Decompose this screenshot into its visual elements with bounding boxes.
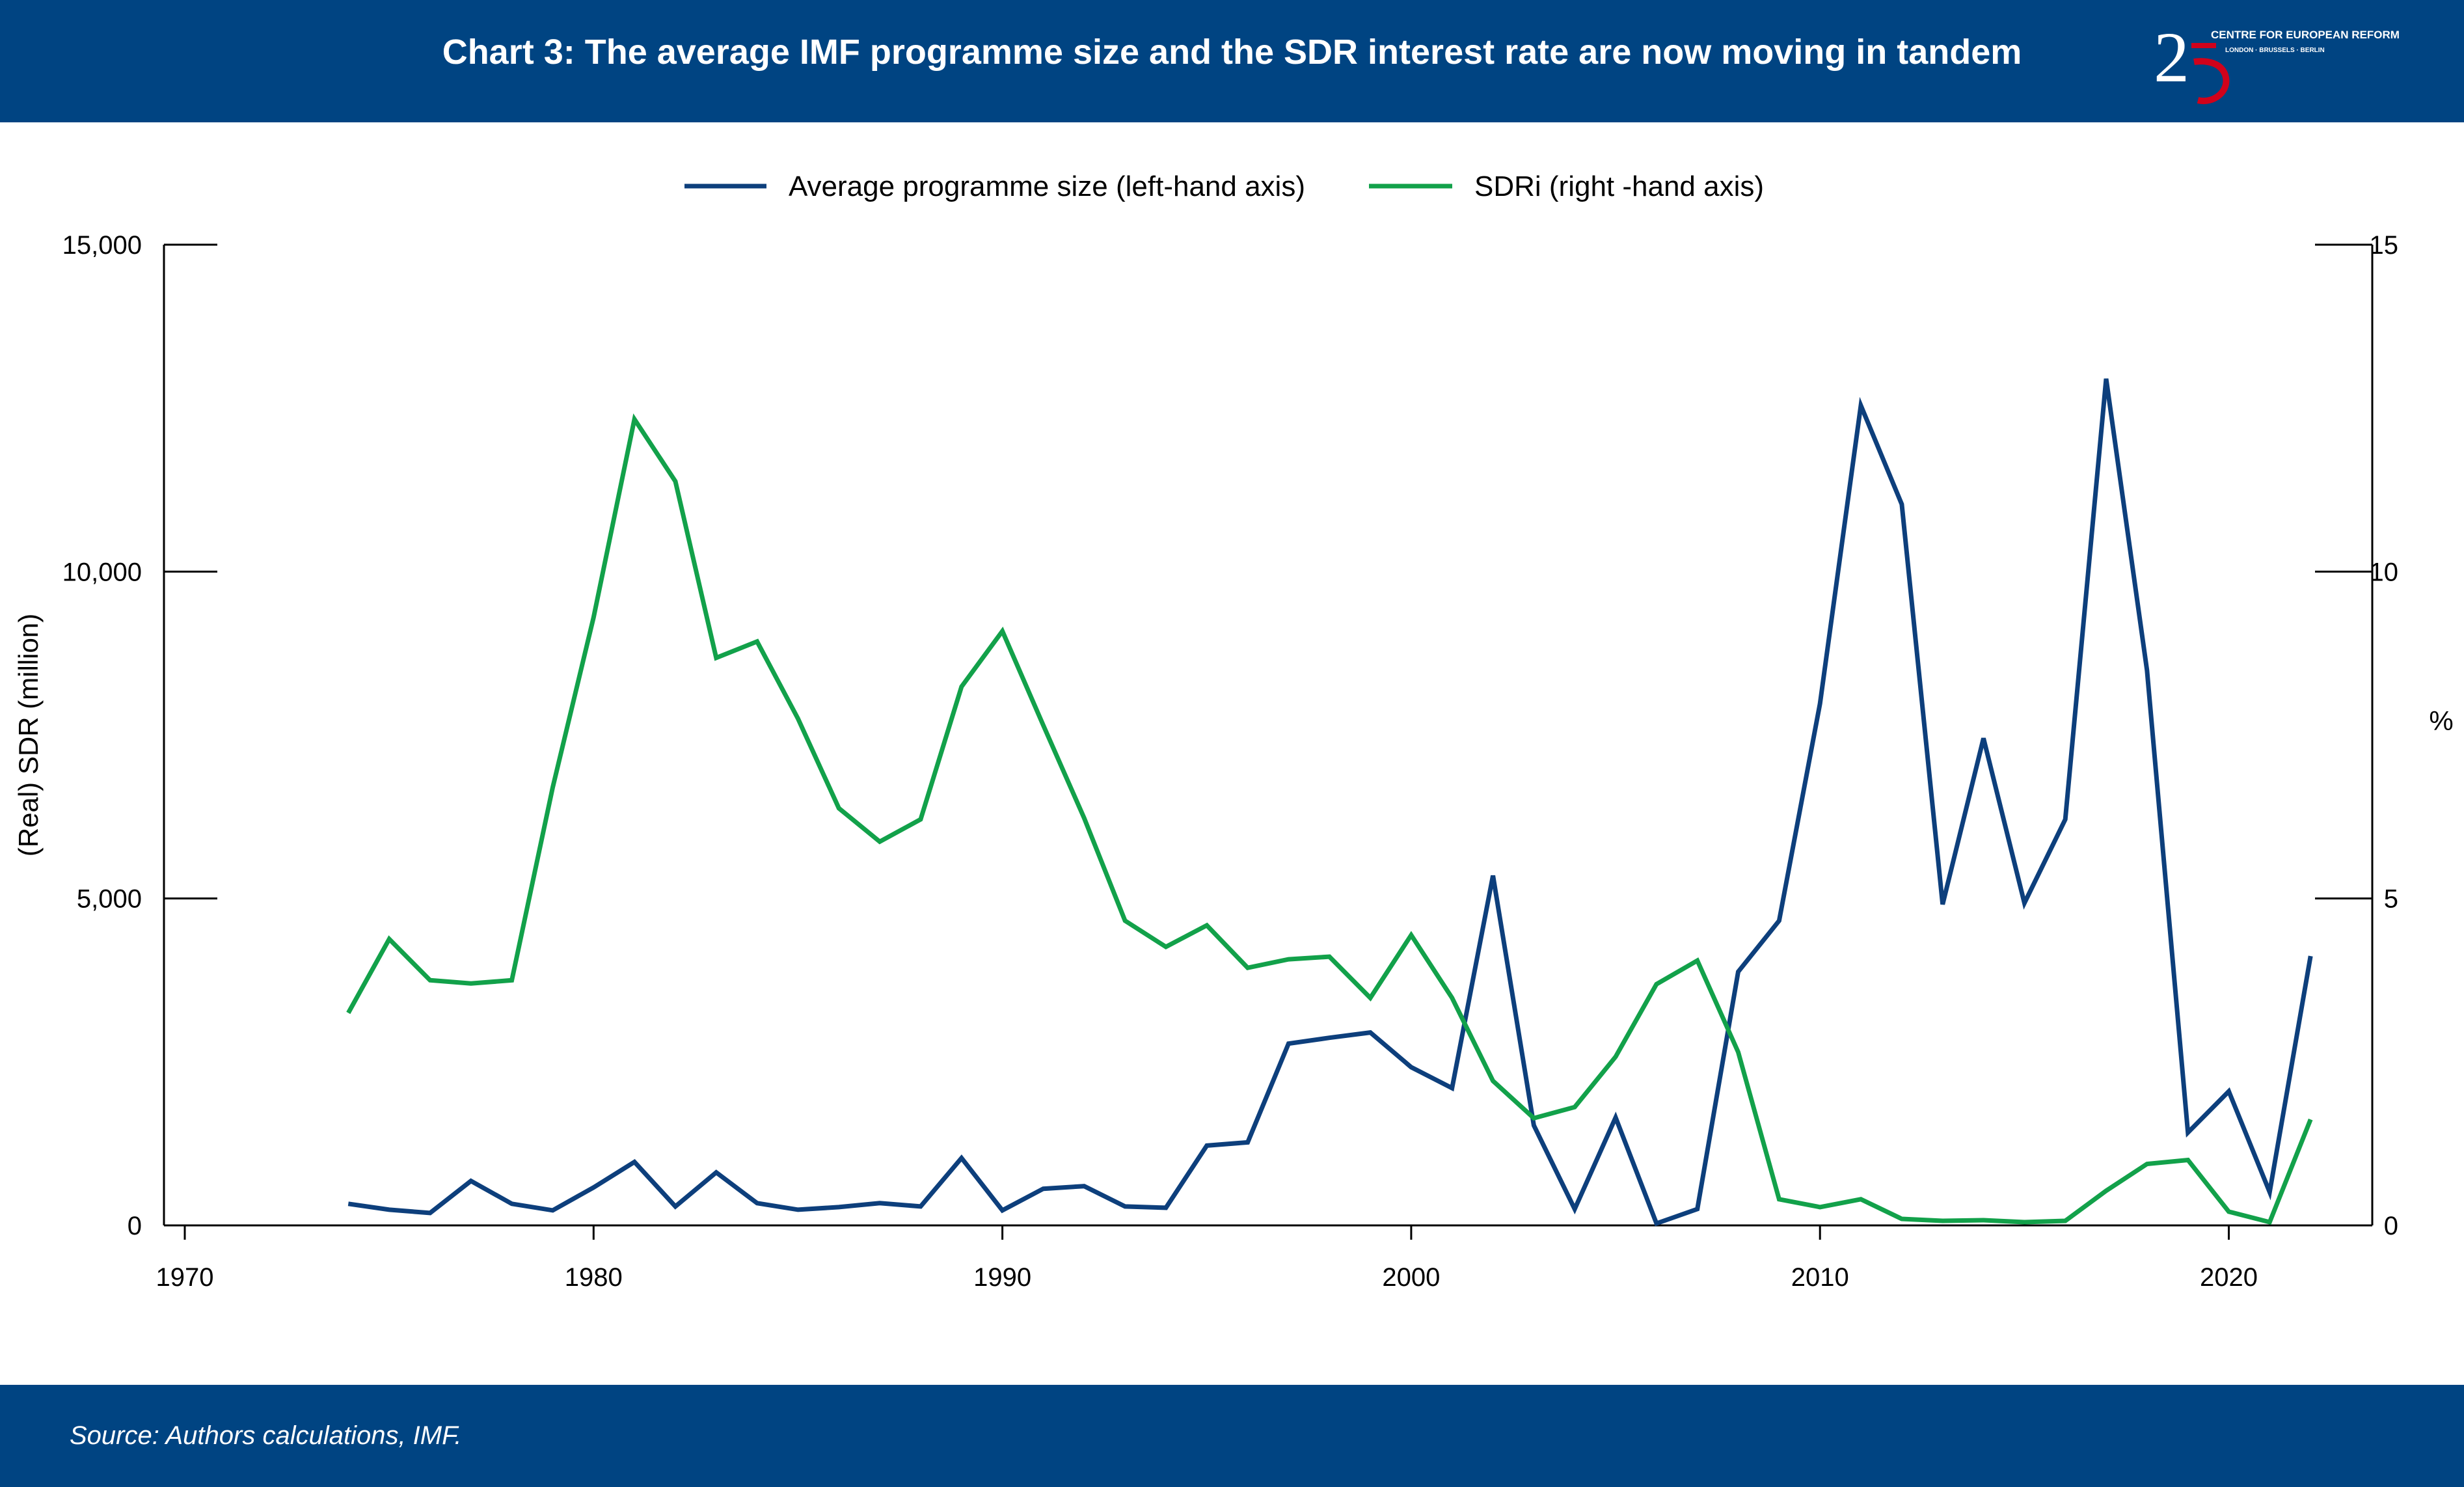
header-bar [0, 0, 2464, 122]
left-y-tick-label: 15,000 [62, 231, 142, 260]
left-y-tick-label: 0 [128, 1212, 142, 1240]
left-y-tick-label: 10,000 [62, 558, 142, 586]
left-y-axis-label: (Real) SDR (million) [13, 614, 44, 856]
chart-series [346, 378, 2313, 1227]
chart-axes: 0 5,000 10,000 15,000 (Real) SDR (million) 0 5… [13, 231, 2454, 1292]
logo-digit-2: 2 [2154, 20, 2189, 97]
logo-swoosh [2193, 58, 2230, 105]
logo-name: CENTRE FOR EUROPEAN REFORM [2211, 29, 2400, 41]
chart-title: Chart 3: The average IMF programme size … [442, 33, 2022, 72]
left-y-tick-label: 5,000 [77, 885, 142, 914]
legend-sdri-label: SDRi (right -hand axis) [1474, 171, 1764, 202]
x-tick-label: 1990 [973, 1263, 1031, 1292]
right-y-tick-label: 0 [2384, 1212, 2398, 1240]
right-y-tick-label: 5 [2384, 885, 2398, 914]
logo-cities: LONDON · BRUSSELS · BERLIN [2225, 47, 2325, 54]
source-note: Source: Authors calculations, IMF. [70, 1421, 462, 1450]
series-line-programme-size [347, 378, 2313, 1227]
x-tick-label: 2000 [1382, 1263, 1440, 1292]
x-tick-label: 2020 [2200, 1263, 2258, 1292]
series-line-sdri [346, 413, 2313, 1225]
cer-logo: 2 [2154, 20, 2230, 105]
legend-programme-size-label: Average programme size (left-hand axis) [789, 171, 1305, 202]
x-tick-label: 1970 [156, 1263, 214, 1292]
x-tick-label: 2010 [1791, 1263, 1849, 1292]
right-y-axis-label: % [2429, 705, 2453, 736]
line-chart: 0 5,000 10,000 15,000 (Real) SDR (million) 0 5… [13, 171, 2454, 1292]
right-y-tick-label: 15 [2370, 231, 2399, 260]
right-y-tick-label: 10 [2370, 558, 2399, 586]
x-tick-label: 1980 [565, 1263, 623, 1292]
chart-legend: Average programme size (left-hand axis) S… [684, 171, 1764, 202]
footer-bar [0, 1385, 2464, 1487]
